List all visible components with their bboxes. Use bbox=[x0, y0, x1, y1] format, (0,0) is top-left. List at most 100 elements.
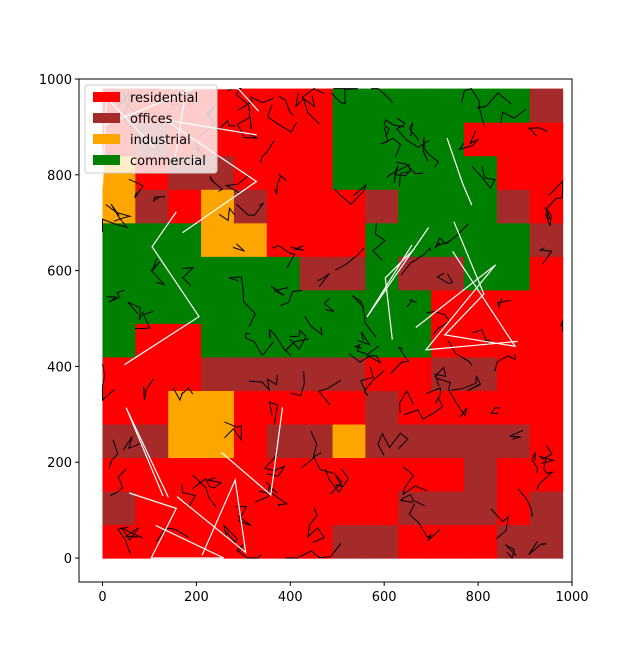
street-line bbox=[435, 240, 451, 248]
highway-line bbox=[443, 221, 517, 348]
zone-cell-residential bbox=[201, 457, 235, 492]
street-line bbox=[348, 353, 382, 364]
street-line bbox=[150, 258, 166, 286]
street-line bbox=[263, 454, 287, 477]
zone-cell-residential bbox=[168, 356, 202, 391]
street-line bbox=[248, 374, 278, 392]
zone-cell-residential bbox=[529, 155, 564, 190]
highway-line bbox=[446, 138, 473, 206]
street-line bbox=[237, 96, 274, 111]
legend: residential offices industrial commercial bbox=[84, 84, 218, 174]
zone-cell-offices bbox=[299, 256, 334, 291]
zone-cell-commercial bbox=[398, 189, 432, 224]
street-line bbox=[434, 366, 447, 387]
legend-swatch-industrial bbox=[93, 134, 120, 144]
street-line bbox=[476, 92, 512, 109]
zone-cell-commercial bbox=[398, 323, 432, 358]
street-line bbox=[270, 329, 291, 352]
street-line bbox=[422, 137, 440, 168]
street-line bbox=[266, 104, 298, 133]
zone-cell-commercial bbox=[299, 323, 334, 358]
zone-cell-residential bbox=[102, 356, 136, 391]
street-line bbox=[271, 245, 296, 269]
zone-cell-commercial bbox=[496, 222, 531, 257]
zone-cell-commercial bbox=[135, 222, 169, 257]
x-axis-ticks: 0 200 400 600 800 1000 bbox=[98, 582, 589, 605]
street-line bbox=[323, 297, 335, 312]
street-line bbox=[398, 389, 414, 414]
zone-cell-residential bbox=[299, 222, 334, 257]
zone-cell-residential bbox=[529, 189, 564, 224]
zone-cell-residential bbox=[496, 289, 531, 324]
street-line bbox=[386, 165, 424, 179]
street-line bbox=[102, 203, 129, 232]
zone-cell-commercial bbox=[365, 256, 399, 291]
zone-cell-commercial bbox=[201, 289, 235, 324]
street-line bbox=[436, 377, 468, 418]
zone-cell-residential bbox=[233, 524, 268, 559]
zone-cell-commercial bbox=[398, 289, 432, 324]
street-line bbox=[108, 439, 119, 469]
street-line bbox=[284, 542, 342, 559]
zone-cell-residential bbox=[168, 490, 202, 526]
zone-cell-commercial bbox=[233, 289, 268, 324]
y-tick-label: 400 bbox=[47, 360, 72, 375]
x-tick-label: 0 bbox=[98, 590, 106, 605]
zone-cell-residential bbox=[332, 390, 367, 425]
street-line bbox=[106, 289, 125, 303]
street-line bbox=[244, 332, 274, 357]
street-line bbox=[426, 387, 441, 404]
zone-cell-commercial bbox=[102, 222, 136, 257]
street-line bbox=[504, 544, 517, 560]
zone-cell-commercial bbox=[365, 88, 399, 123]
street-line bbox=[331, 88, 358, 105]
zone-cell-industrial bbox=[332, 423, 367, 459]
highway-line bbox=[415, 264, 518, 351]
zone-cell-offices bbox=[464, 423, 498, 459]
zone-cell-residential bbox=[168, 524, 202, 559]
zone-cell-industrial bbox=[201, 189, 235, 224]
zone-cell-offices bbox=[332, 524, 367, 559]
street-line bbox=[334, 247, 365, 271]
street-line bbox=[408, 503, 441, 542]
zone-cell-offices bbox=[266, 356, 301, 391]
street-line bbox=[223, 523, 238, 544]
zone-cell-residential bbox=[529, 457, 564, 492]
zone-cell-residential bbox=[496, 390, 531, 425]
zone-cell-offices bbox=[266, 423, 301, 459]
zone-cell-residential bbox=[464, 390, 498, 425]
zone-cell-residential bbox=[431, 323, 465, 358]
street-line bbox=[259, 140, 275, 163]
zone-cell-industrial bbox=[233, 222, 268, 257]
zone-cell-residential bbox=[431, 524, 465, 559]
street-line bbox=[371, 88, 393, 104]
zone-cell-offices bbox=[135, 189, 169, 224]
zone-cell-offices bbox=[398, 256, 432, 291]
zone-cell-residential bbox=[135, 524, 169, 559]
street-line bbox=[434, 223, 470, 249]
street-line bbox=[527, 127, 548, 137]
highway-line bbox=[176, 477, 247, 556]
street-line bbox=[372, 223, 386, 261]
street-line bbox=[192, 477, 223, 489]
zone-cell-residential bbox=[266, 222, 301, 257]
zone-cell-industrial bbox=[168, 390, 202, 425]
y-tick-label: 600 bbox=[47, 265, 72, 280]
zone-cell-residential bbox=[398, 356, 432, 391]
zone-cell-commercial bbox=[168, 256, 202, 291]
zone-cell-offices bbox=[398, 423, 432, 459]
zone-cell-offices bbox=[529, 222, 564, 257]
zone-cell-residential bbox=[102, 524, 136, 559]
zone-cell-industrial bbox=[201, 390, 235, 425]
street-line bbox=[496, 298, 511, 309]
street-line bbox=[403, 397, 444, 420]
legend-swatch-residential bbox=[93, 92, 120, 102]
street-line bbox=[517, 488, 533, 518]
zone-cell-commercial bbox=[464, 222, 498, 257]
street-line bbox=[538, 247, 553, 265]
street-line bbox=[544, 207, 552, 226]
zone-cell-residential bbox=[332, 222, 367, 257]
zone-cell-residential bbox=[332, 490, 367, 526]
street-line bbox=[143, 378, 154, 401]
